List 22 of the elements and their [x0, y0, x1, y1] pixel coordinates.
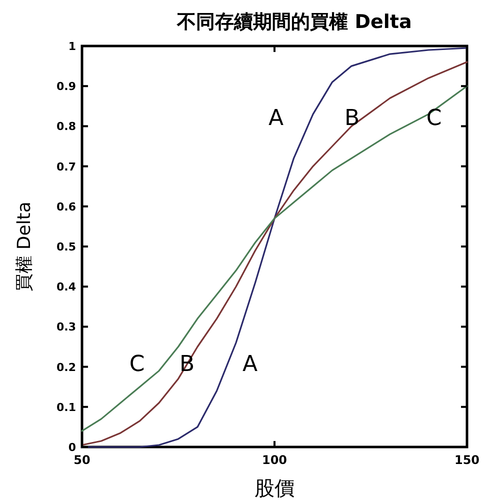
- y-tick-label: 0.8: [56, 120, 76, 134]
- y-axis-title: 買權 Delta: [14, 202, 35, 292]
- x-tick-label: 150: [454, 453, 480, 467]
- y-tick-label: 0.7: [56, 160, 76, 174]
- annotation: C: [129, 352, 145, 377]
- annotation: C: [426, 106, 442, 131]
- y-tick-label: 0.3: [56, 320, 76, 334]
- annotation: A: [268, 106, 284, 131]
- y-tick-label: 0.1: [56, 400, 76, 414]
- y-tick-label: 0.4: [56, 280, 76, 294]
- chart-title: 不同存續期間的買權 Delta: [176, 11, 412, 33]
- y-tick-label: 0.2: [56, 360, 76, 374]
- annotation: A: [242, 352, 258, 377]
- x-tick-label: 100: [262, 453, 288, 467]
- y-tick-label: 0: [68, 441, 76, 454]
- y-tick-label: 0.6: [56, 200, 76, 214]
- y-tick-label: 1: [68, 40, 76, 53]
- x-axis-title: 股價: [254, 476, 294, 500]
- y-tick-label: 0.9: [56, 80, 76, 94]
- x-tick-label: 50: [74, 453, 90, 467]
- annotation: B: [344, 106, 360, 131]
- y-tick-label: 0.5: [56, 240, 76, 254]
